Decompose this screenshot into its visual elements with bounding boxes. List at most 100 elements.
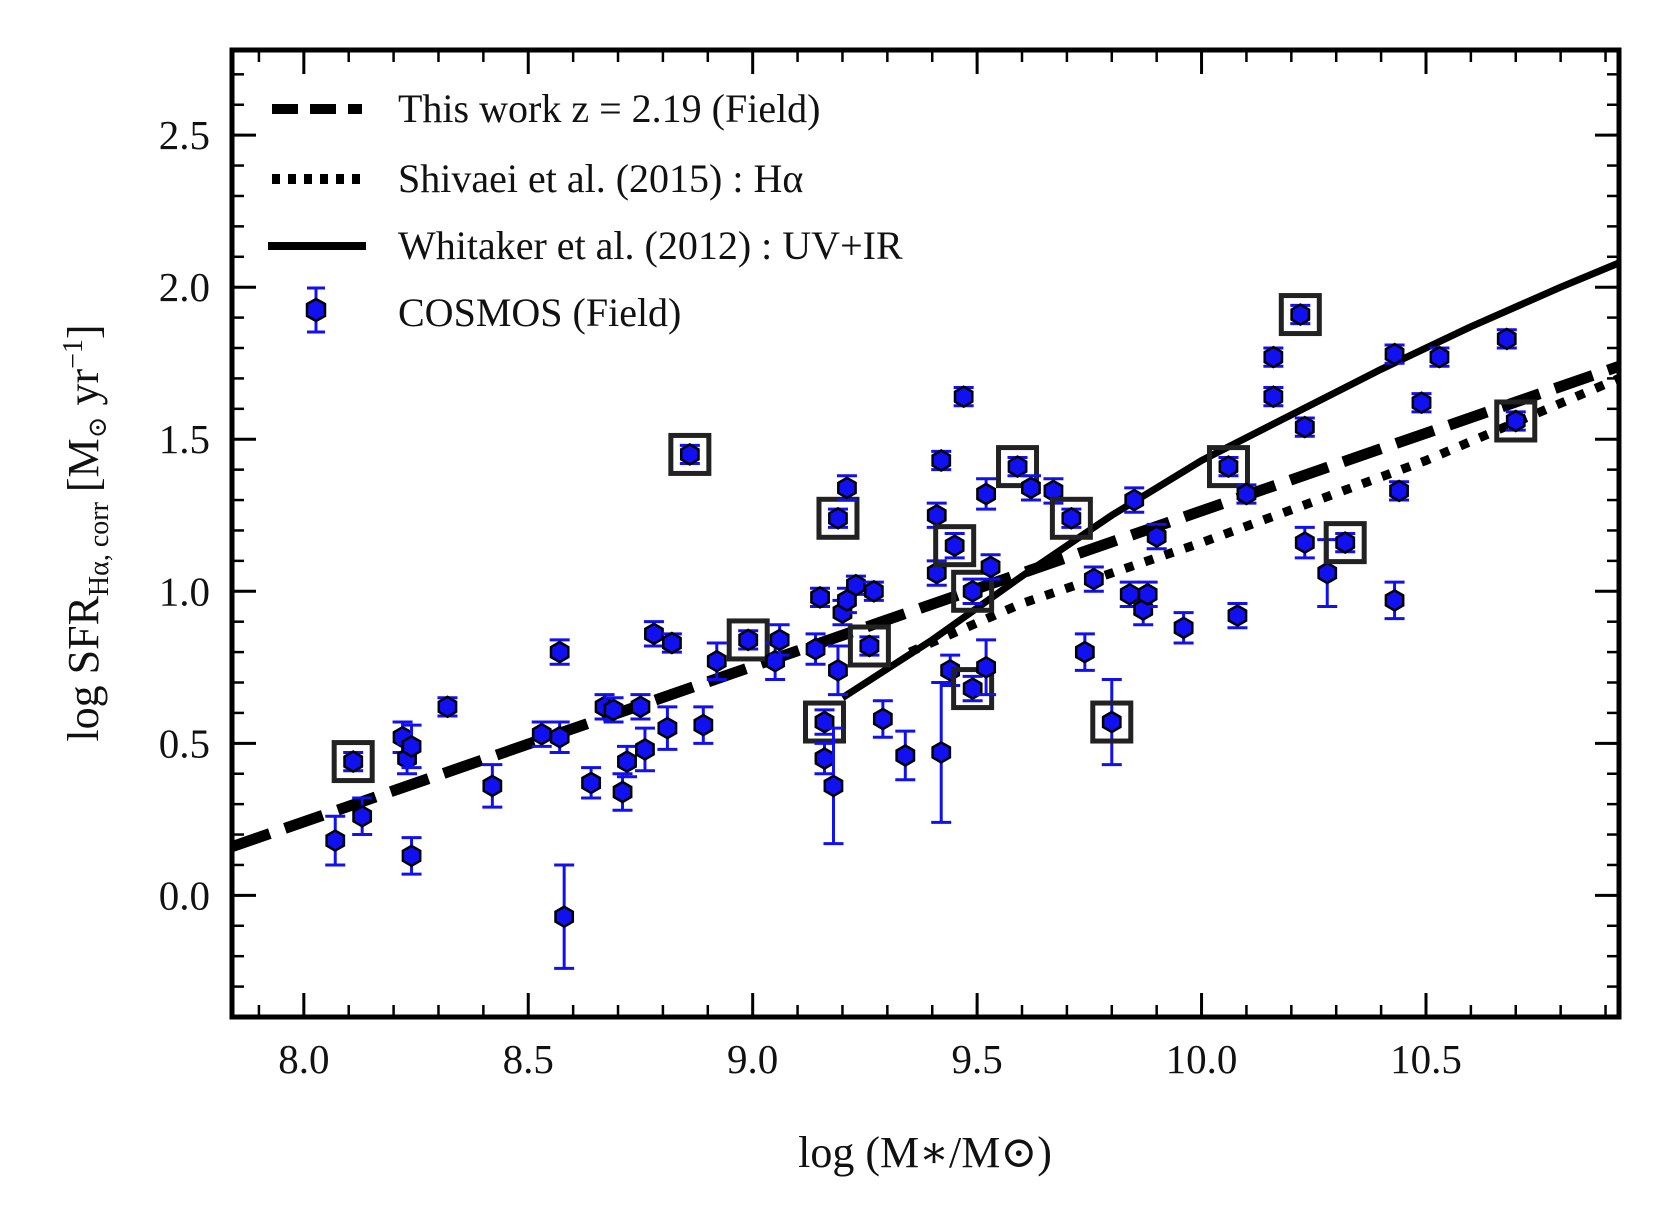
- point-marker: [661, 631, 682, 655]
- point-marker: [1146, 525, 1167, 548]
- point-marker: [1294, 531, 1315, 555]
- point-marker: [644, 622, 664, 646]
- point-marker: [630, 695, 651, 719]
- point-marker: [1389, 479, 1409, 503]
- data-point: [617, 744, 638, 779]
- data-point: [603, 696, 624, 724]
- point-marker: [976, 482, 997, 506]
- x-tick-label: 10.5: [1390, 1036, 1462, 1082]
- x-axis-title: log (M∗/M⊙): [798, 1128, 1052, 1177]
- point-marker: [343, 750, 364, 774]
- point-marker: [814, 747, 835, 770]
- x-tick-label: 8.5: [503, 1036, 554, 1082]
- point-marker: [1101, 710, 1122, 734]
- data-point: [814, 741, 835, 776]
- point-marker: [1384, 588, 1405, 612]
- point-marker: [953, 385, 974, 409]
- data-point: [325, 814, 346, 867]
- point-marker: [635, 737, 655, 761]
- data-point: [931, 449, 952, 472]
- data-point: [823, 726, 844, 846]
- y-axis-title-unit-sun: ⊙: [83, 417, 112, 439]
- data-point: [847, 624, 891, 668]
- data-point: [1049, 496, 1093, 540]
- highlight-box: [331, 740, 375, 784]
- data-points: [325, 293, 1538, 970]
- data-point: [1206, 445, 1250, 489]
- data-point: [554, 863, 575, 970]
- legend: This work z = 2.19 (Field) Shivaei et al…: [268, 86, 903, 335]
- data-point: [872, 699, 893, 739]
- data-point: [976, 477, 997, 511]
- data-point: [803, 700, 847, 744]
- point-marker: [926, 503, 947, 527]
- data-point: [549, 638, 570, 666]
- data-point: [401, 723, 422, 770]
- plot-frame: [229, 47, 1622, 1020]
- highlight-box: [1494, 399, 1538, 443]
- data-point: [1173, 611, 1194, 645]
- data-point: [1137, 580, 1158, 608]
- data-point: [1323, 521, 1367, 565]
- highlight-box: [1278, 293, 1322, 337]
- point-marker: [401, 734, 422, 758]
- data-point: [482, 763, 503, 809]
- highlight-box: [668, 432, 712, 476]
- point-marker: [1227, 604, 1248, 628]
- y-tick-label: 0.0: [159, 872, 210, 918]
- data-point: [1124, 486, 1145, 514]
- highlight-box: [1090, 700, 1134, 744]
- point-marker: [944, 534, 965, 558]
- legend-label-cosmos: COSMOS (Field): [398, 290, 681, 335]
- y-tick-label: 0.5: [159, 720, 210, 766]
- line-dashed: [232, 361, 1619, 852]
- data-point: [549, 720, 570, 754]
- point-marker: [1137, 582, 1158, 606]
- legend-marker-hexagon: [305, 297, 327, 323]
- data-point: [1384, 342, 1405, 366]
- data-point: [1278, 293, 1322, 337]
- legend-label-shivaei: Shivaei et al. (2015) : Hα: [398, 156, 803, 201]
- data-point: [1294, 415, 1315, 439]
- x-tick-label: 9.5: [951, 1036, 1002, 1082]
- highlight-box: [1323, 521, 1367, 565]
- y-tick-label: 2.5: [159, 112, 210, 158]
- y-axis-title-main: log SFR: [59, 595, 108, 741]
- point-marker: [863, 579, 884, 603]
- data-point: [836, 474, 857, 502]
- point-marker: [549, 725, 570, 749]
- y-axis-title-unit-open: [M: [59, 438, 108, 492]
- point-marker: [980, 555, 1001, 579]
- y-tick-labels: 0.0 0.5 1.0 1.5 2.0 2.5: [159, 112, 210, 918]
- data-point: [668, 432, 712, 476]
- highlight-box: [1049, 496, 1093, 540]
- point-marker: [531, 722, 552, 746]
- data-point: [931, 681, 952, 824]
- data-point: [845, 573, 866, 597]
- y-tick-label: 1.5: [159, 416, 210, 462]
- data-point: [1074, 632, 1095, 672]
- data-point: [926, 559, 947, 587]
- point-marker: [549, 640, 570, 664]
- data-point: [1389, 479, 1410, 503]
- data-point: [980, 553, 1001, 581]
- model-lines: [232, 259, 1619, 852]
- point-marker: [837, 476, 857, 500]
- point-marker: [612, 780, 633, 804]
- data-point: [581, 766, 602, 800]
- point-marker: [554, 905, 575, 929]
- data-point: [863, 579, 884, 603]
- point-marker: [482, 774, 503, 798]
- point-marker: [1263, 385, 1284, 409]
- data-point: [1411, 391, 1432, 415]
- point-marker: [352, 804, 373, 828]
- legend-label-this-work: This work z = 2.19 (Field): [398, 86, 821, 131]
- data-point: [805, 632, 826, 666]
- highlight-box: [951, 569, 995, 613]
- highlight-box: [933, 524, 977, 568]
- point-marker: [828, 506, 848, 530]
- data-point: [895, 729, 916, 782]
- data-point: [661, 631, 682, 655]
- point-marker: [1294, 415, 1315, 439]
- point-marker: [1124, 488, 1145, 512]
